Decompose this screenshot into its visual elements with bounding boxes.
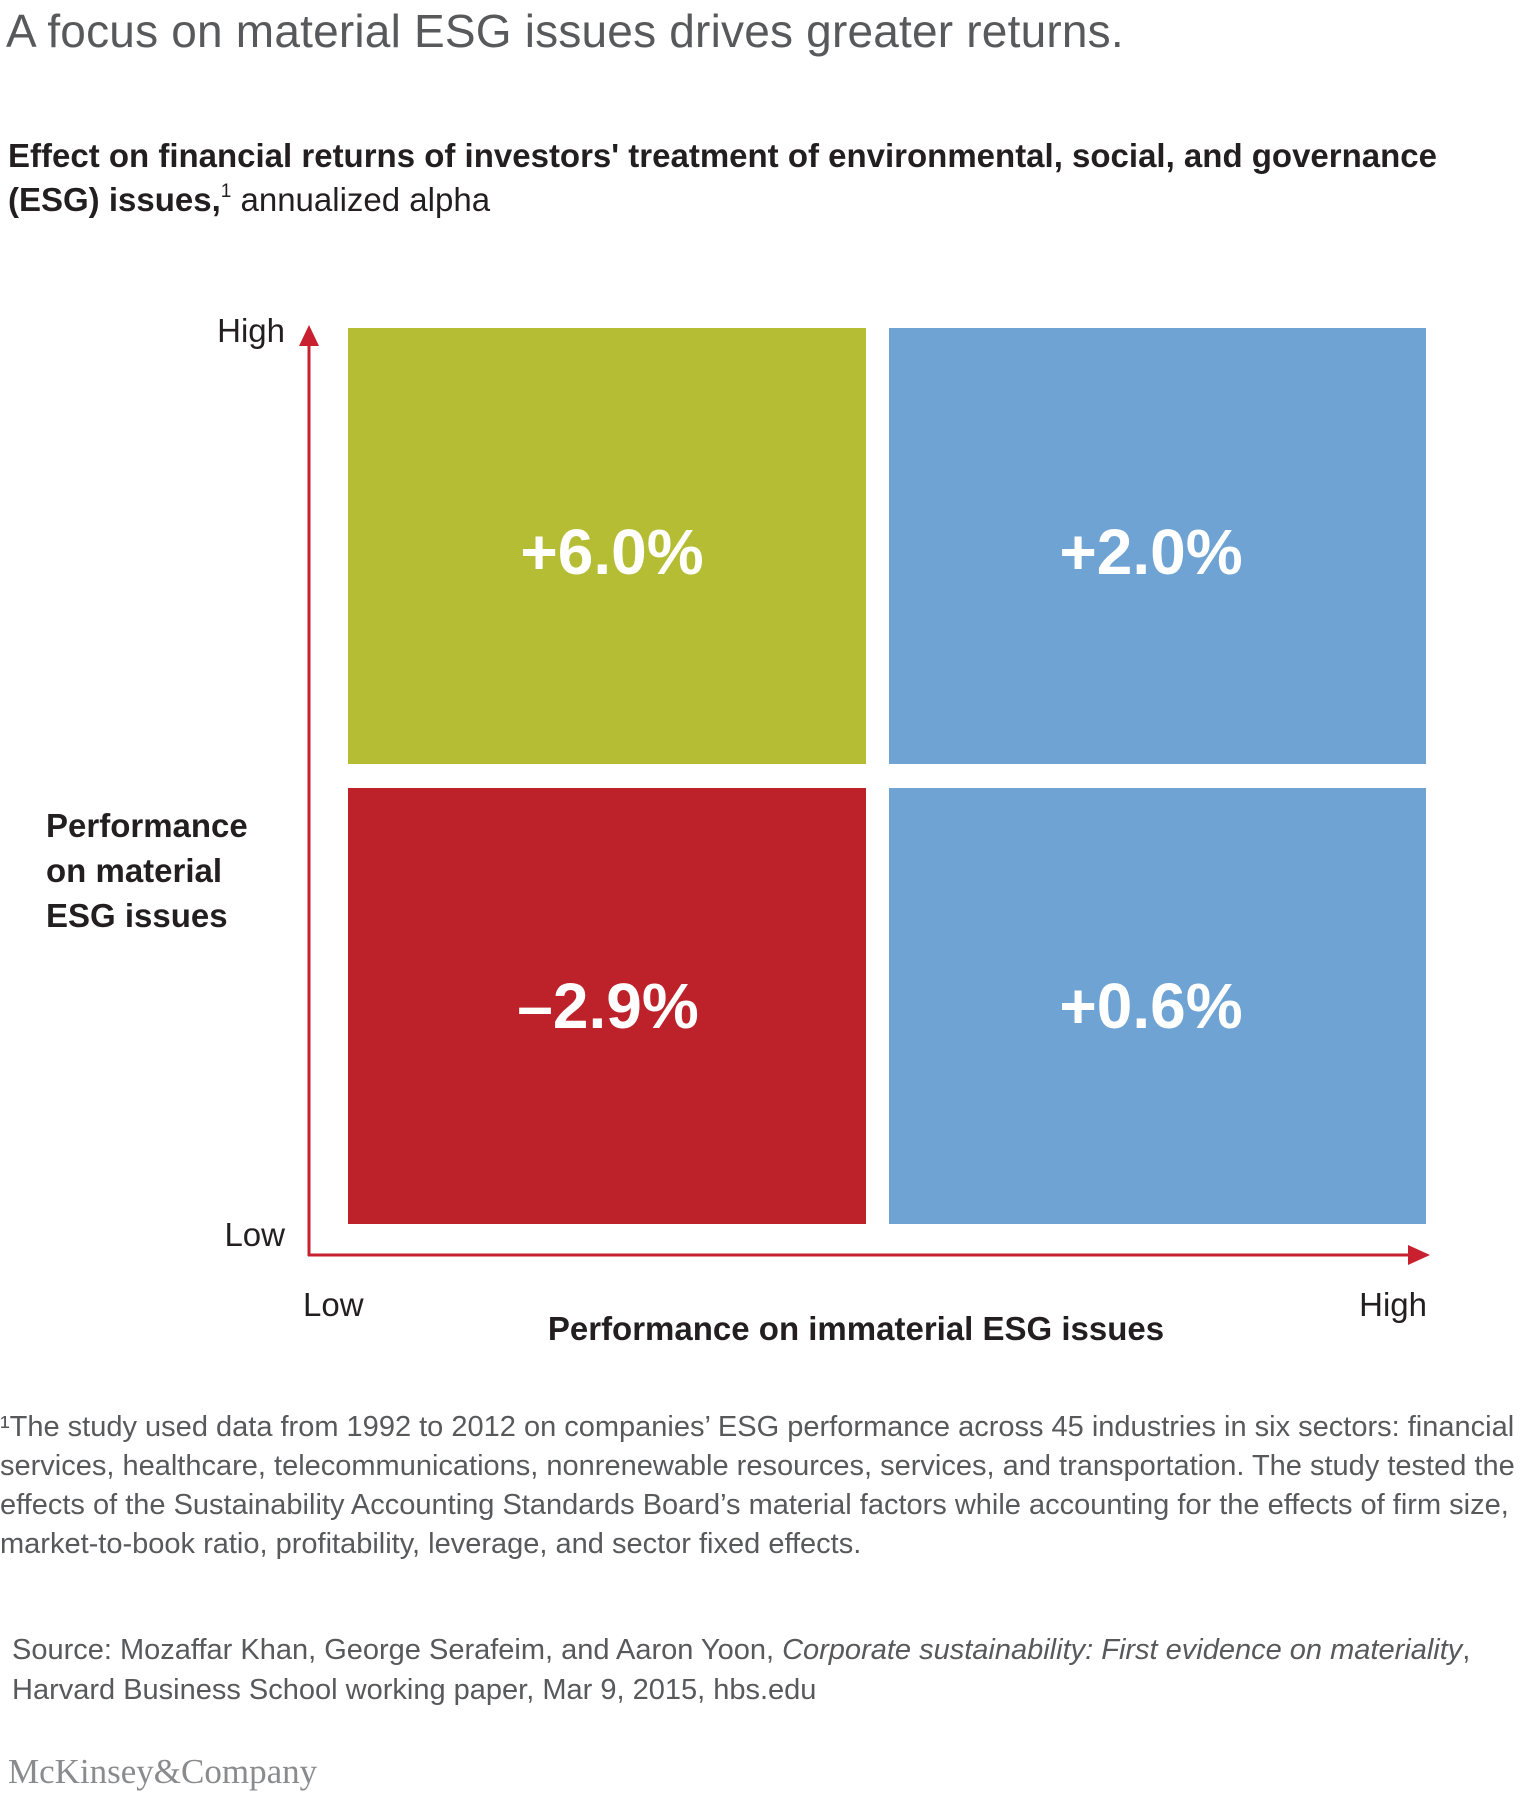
esg-quadrant-chart: +6.0% +2.0% –2.9% +0.6% High Low Low Hig… xyxy=(46,312,1430,1347)
x-axis-high-label: High xyxy=(1359,1286,1427,1323)
y-axis-arrow-icon xyxy=(299,325,319,346)
x-axis-title: Performance on immaterial ESG issues xyxy=(548,1310,1164,1347)
y-axis-high-label: High xyxy=(217,312,285,349)
cell-value-label: +2.0% xyxy=(1059,516,1242,588)
footnote-marker: 1 xyxy=(220,181,232,202)
source-suffix: , Harvard Business School working paper,… xyxy=(12,1634,1471,1706)
source-prefix: Source: Mozaffar Khan, George Serafeim, … xyxy=(12,1634,783,1666)
quadrant-cell-high-material-high-immaterial xyxy=(889,328,1426,764)
y-axis-title-line: Performance xyxy=(46,807,248,844)
footnote: ¹The study used data from 1992 to 2012 o… xyxy=(0,1411,1515,1560)
quadrant-cell-high-material-low-immaterial xyxy=(348,328,866,764)
chart-headline: A focus on material ESG issues drives gr… xyxy=(6,5,1124,57)
source-title: Corporate sustainability: First evidence… xyxy=(782,1634,1463,1666)
y-axis-low-label: Low xyxy=(224,1216,285,1253)
x-axis-arrow-icon xyxy=(1408,1245,1430,1265)
subtitle-bold-text: Effect on financial returns of investors… xyxy=(8,137,1438,218)
mckinsey-logo: McKinsey&Company xyxy=(8,1752,318,1791)
y-axis-title-line: on material xyxy=(46,852,222,889)
subtitle-regular-text: annualized alpha xyxy=(231,181,491,218)
y-axis-title-line: ESG issues xyxy=(46,897,228,934)
cell-value-label: +6.0% xyxy=(520,516,703,588)
cell-value-label: +0.6% xyxy=(1059,970,1242,1042)
quadrant-cell-low-material-low-immaterial xyxy=(348,788,866,1224)
cell-value-label: –2.9% xyxy=(517,970,698,1042)
y-axis-title: Performance on material ESG issues xyxy=(46,807,257,934)
quadrant-cell-low-material-high-immaterial xyxy=(889,788,1426,1224)
source-citation: Source: Mozaffar Khan, George Serafeim, … xyxy=(12,1630,1532,1710)
x-axis-low-label: Low xyxy=(303,1286,364,1323)
chart-subtitle: Effect on financial returns of investors… xyxy=(8,134,1468,222)
